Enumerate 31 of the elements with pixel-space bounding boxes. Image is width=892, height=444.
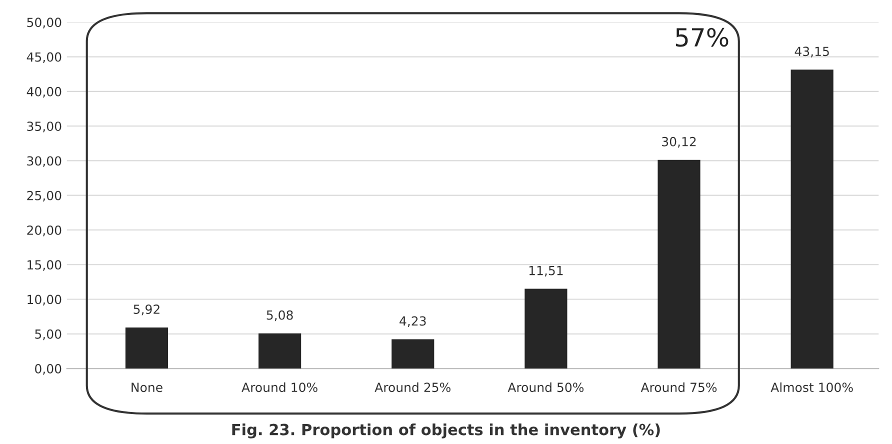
data-label: 11,51 xyxy=(529,266,563,277)
y-tick-label: 30,00 xyxy=(27,156,62,167)
x-tick-label: Around 50% xyxy=(508,382,584,392)
bar xyxy=(258,333,302,369)
bar xyxy=(790,70,834,369)
data-label: 43,15 xyxy=(794,46,829,58)
data-label: 4,23 xyxy=(400,316,426,327)
bar xyxy=(392,339,434,369)
annotation: 57% xyxy=(676,28,728,47)
y-tick-label: 20,00 xyxy=(27,225,62,236)
y-tick-label: 10,00 xyxy=(28,294,62,306)
bar xyxy=(125,328,168,369)
x-tick-label: Almost 100% xyxy=(770,382,853,392)
data-label: 5,92 xyxy=(134,304,160,316)
y-tick-label: 35,00 xyxy=(27,122,62,132)
y-tick-label: 40,00 xyxy=(26,86,62,98)
data-label: 30,12 xyxy=(662,136,696,148)
y-tick-label: 15,00 xyxy=(28,260,62,271)
x-tick-label: None xyxy=(132,382,162,392)
text: Fig. 23. Proportion of objects in the inventory (%) xyxy=(232,424,660,438)
x-tick-label: Around 75% xyxy=(640,382,717,392)
y-tick-label: 25,00 xyxy=(27,190,62,202)
y-tick-label: 50,00 xyxy=(27,18,62,28)
x-tick-label: Around 10% xyxy=(242,382,318,392)
bar xyxy=(524,288,568,369)
bar xyxy=(658,160,700,369)
y-tick-label: 45,00 xyxy=(26,52,62,64)
y-tick-label: 5,00 xyxy=(35,329,62,340)
y-tick-label: 0,00 xyxy=(35,364,62,375)
x-tick-label: Around 25% xyxy=(374,382,450,392)
data-label: 5,08 xyxy=(266,310,293,322)
